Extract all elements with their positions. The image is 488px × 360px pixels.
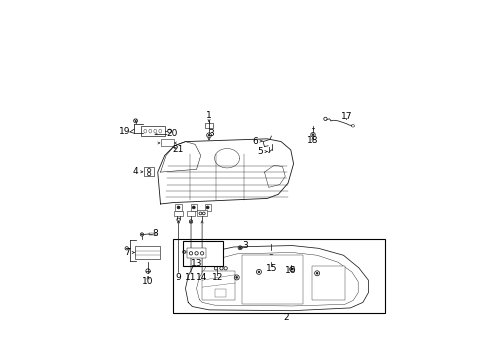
Bar xyxy=(210,262,229,273)
Circle shape xyxy=(141,234,142,235)
Text: 17: 17 xyxy=(340,112,351,121)
Circle shape xyxy=(239,247,241,249)
Bar xyxy=(197,210,207,216)
Circle shape xyxy=(258,271,259,273)
Text: 13: 13 xyxy=(190,259,202,268)
Circle shape xyxy=(270,256,272,257)
Text: 19: 19 xyxy=(119,127,130,136)
Bar xyxy=(190,204,197,211)
Text: 9: 9 xyxy=(175,273,181,282)
Circle shape xyxy=(289,267,291,269)
Bar xyxy=(242,255,303,304)
Circle shape xyxy=(316,273,317,274)
Text: 11: 11 xyxy=(185,273,196,282)
Bar xyxy=(175,204,181,211)
Bar xyxy=(174,211,183,216)
Bar xyxy=(284,251,297,262)
Bar xyxy=(187,211,194,216)
Bar xyxy=(204,204,210,211)
Text: 8: 8 xyxy=(152,229,158,238)
Bar xyxy=(141,126,164,136)
Bar xyxy=(204,123,213,128)
Circle shape xyxy=(311,134,313,135)
Text: 7: 7 xyxy=(124,248,130,257)
Circle shape xyxy=(235,276,237,278)
Text: 1: 1 xyxy=(206,111,211,120)
Text: 2: 2 xyxy=(283,312,289,321)
Text: 16: 16 xyxy=(285,266,296,275)
Text: 20: 20 xyxy=(165,129,177,138)
Bar xyxy=(173,239,384,314)
Bar xyxy=(160,139,173,146)
Text: 18: 18 xyxy=(306,136,318,145)
Text: 12: 12 xyxy=(211,273,223,282)
Bar xyxy=(186,248,206,258)
Text: 21: 21 xyxy=(172,145,184,154)
Circle shape xyxy=(208,134,209,136)
Bar xyxy=(135,246,160,260)
Bar xyxy=(202,270,235,300)
Bar xyxy=(143,167,154,176)
Circle shape xyxy=(177,206,180,209)
Text: 10: 10 xyxy=(142,277,154,286)
Bar xyxy=(214,288,225,297)
Text: 4: 4 xyxy=(132,167,138,176)
Text: 6: 6 xyxy=(252,136,258,145)
Bar xyxy=(149,233,156,235)
Text: 14: 14 xyxy=(196,273,207,282)
Text: 3: 3 xyxy=(208,129,214,138)
Text: 3: 3 xyxy=(242,240,247,249)
Circle shape xyxy=(291,268,292,270)
Text: 5: 5 xyxy=(257,147,263,156)
Circle shape xyxy=(192,206,195,209)
Text: 15: 15 xyxy=(265,264,277,273)
Bar xyxy=(268,250,273,255)
Bar xyxy=(183,242,223,266)
Bar xyxy=(311,266,344,300)
Circle shape xyxy=(206,206,208,209)
